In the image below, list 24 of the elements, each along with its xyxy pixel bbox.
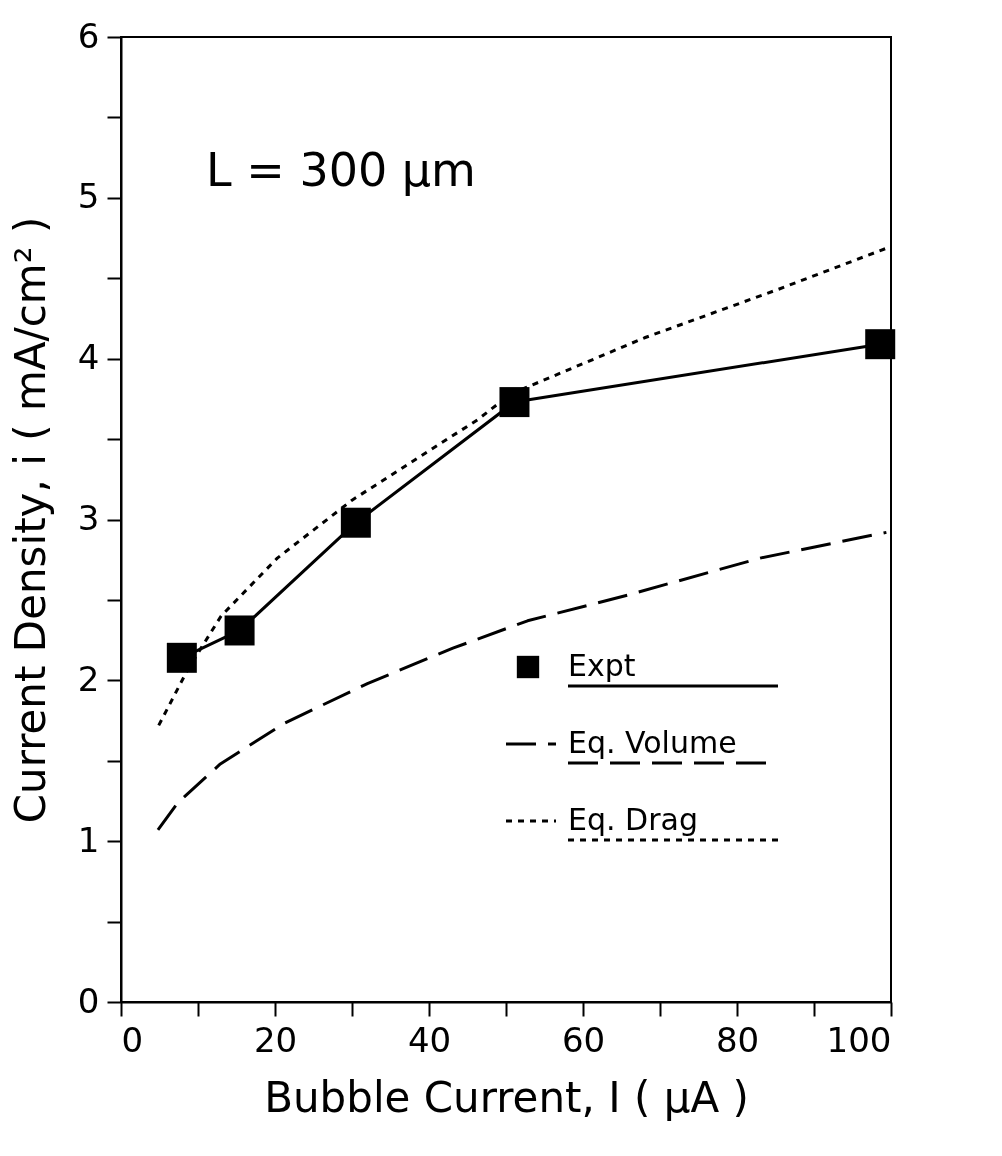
point: [865, 329, 896, 360]
point: [340, 507, 371, 538]
y-tick-label: 3: [77, 498, 100, 538]
y-tick-label: 0: [77, 980, 100, 1021]
x-tick-label: 40: [407, 1019, 452, 1060]
y-tick-label: 1: [77, 819, 100, 860]
y-axis-title: Current Density, i ( mA/cm² ): [5, 216, 55, 824]
legend-label: Eq. Volume: [568, 725, 737, 760]
x-tick-label: 80: [715, 1019, 760, 1060]
y-tick-label: 5: [77, 176, 100, 217]
y-tick-label: 2: [77, 658, 100, 699]
x-tick-label: 0: [121, 1019, 144, 1060]
x-tick-label: 100: [826, 1019, 892, 1060]
annotation: L = 300 μm: [206, 143, 476, 197]
legend-label: Eq. Drag: [568, 802, 698, 837]
x-axis-title: Bubble Current, I ( μA ): [264, 1072, 749, 1122]
y-tick-label: 6: [77, 15, 100, 56]
point: [499, 387, 530, 418]
legend-label: Expt: [568, 648, 636, 683]
x-tick-label: 60: [561, 1019, 606, 1060]
point: [166, 642, 197, 673]
x-tick-label: 20: [253, 1019, 298, 1060]
y-tick-label: 4: [77, 337, 100, 378]
point: [224, 615, 255, 646]
